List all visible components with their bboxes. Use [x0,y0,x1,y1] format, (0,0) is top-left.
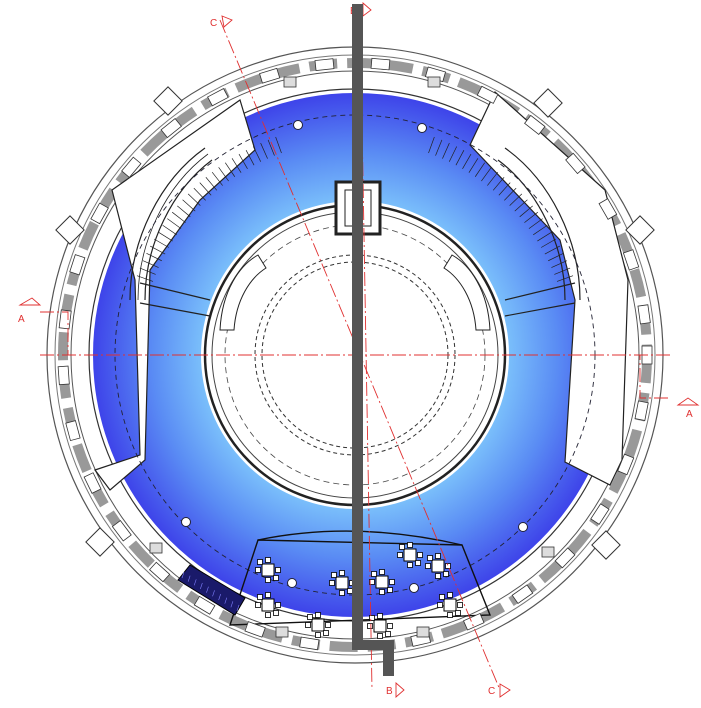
section-marker-b-bottom: B [386,682,405,698]
section-marker-c-bottom: C [488,683,511,698]
section-marker-c-top: C [210,15,233,29]
column [518,522,528,532]
inner-ramps [219,254,491,331]
table-group [255,592,281,618]
table-group [305,612,331,638]
window-block [416,626,430,638]
table-group [425,553,451,579]
svg-text:B: B [386,686,393,697]
table-group [437,592,463,618]
window-block [149,542,163,554]
bridges [139,282,576,317]
window-block [275,626,289,638]
corner-box [533,88,563,118]
svg-text:C: C [210,18,217,29]
window-block [541,546,555,558]
table-group [255,557,281,583]
corner-box [591,530,621,560]
corner-box [55,215,85,245]
corner-box [85,527,115,557]
stair-treads [136,136,574,282]
stair-right [497,147,581,301]
window-block [427,76,441,88]
stair-bottom-left [177,564,246,616]
window-block [283,76,297,88]
stair-left [129,147,213,301]
table-group [397,542,423,568]
table-group [369,569,395,595]
svg-text:A: A [686,409,693,420]
column [417,123,427,133]
corner-box [625,215,655,245]
svg-text:C: C [488,686,495,697]
column [409,583,419,593]
section-marker-a-right: A [676,397,700,420]
column [287,578,297,588]
columns [181,120,528,593]
corner-box [153,86,183,116]
section-marker-a-left: A [18,297,42,325]
table-group [367,613,393,639]
column [181,517,191,527]
svg-text:A: A [18,314,25,325]
cut-bar [352,4,394,676]
column [293,120,303,130]
table-groups [255,542,463,639]
